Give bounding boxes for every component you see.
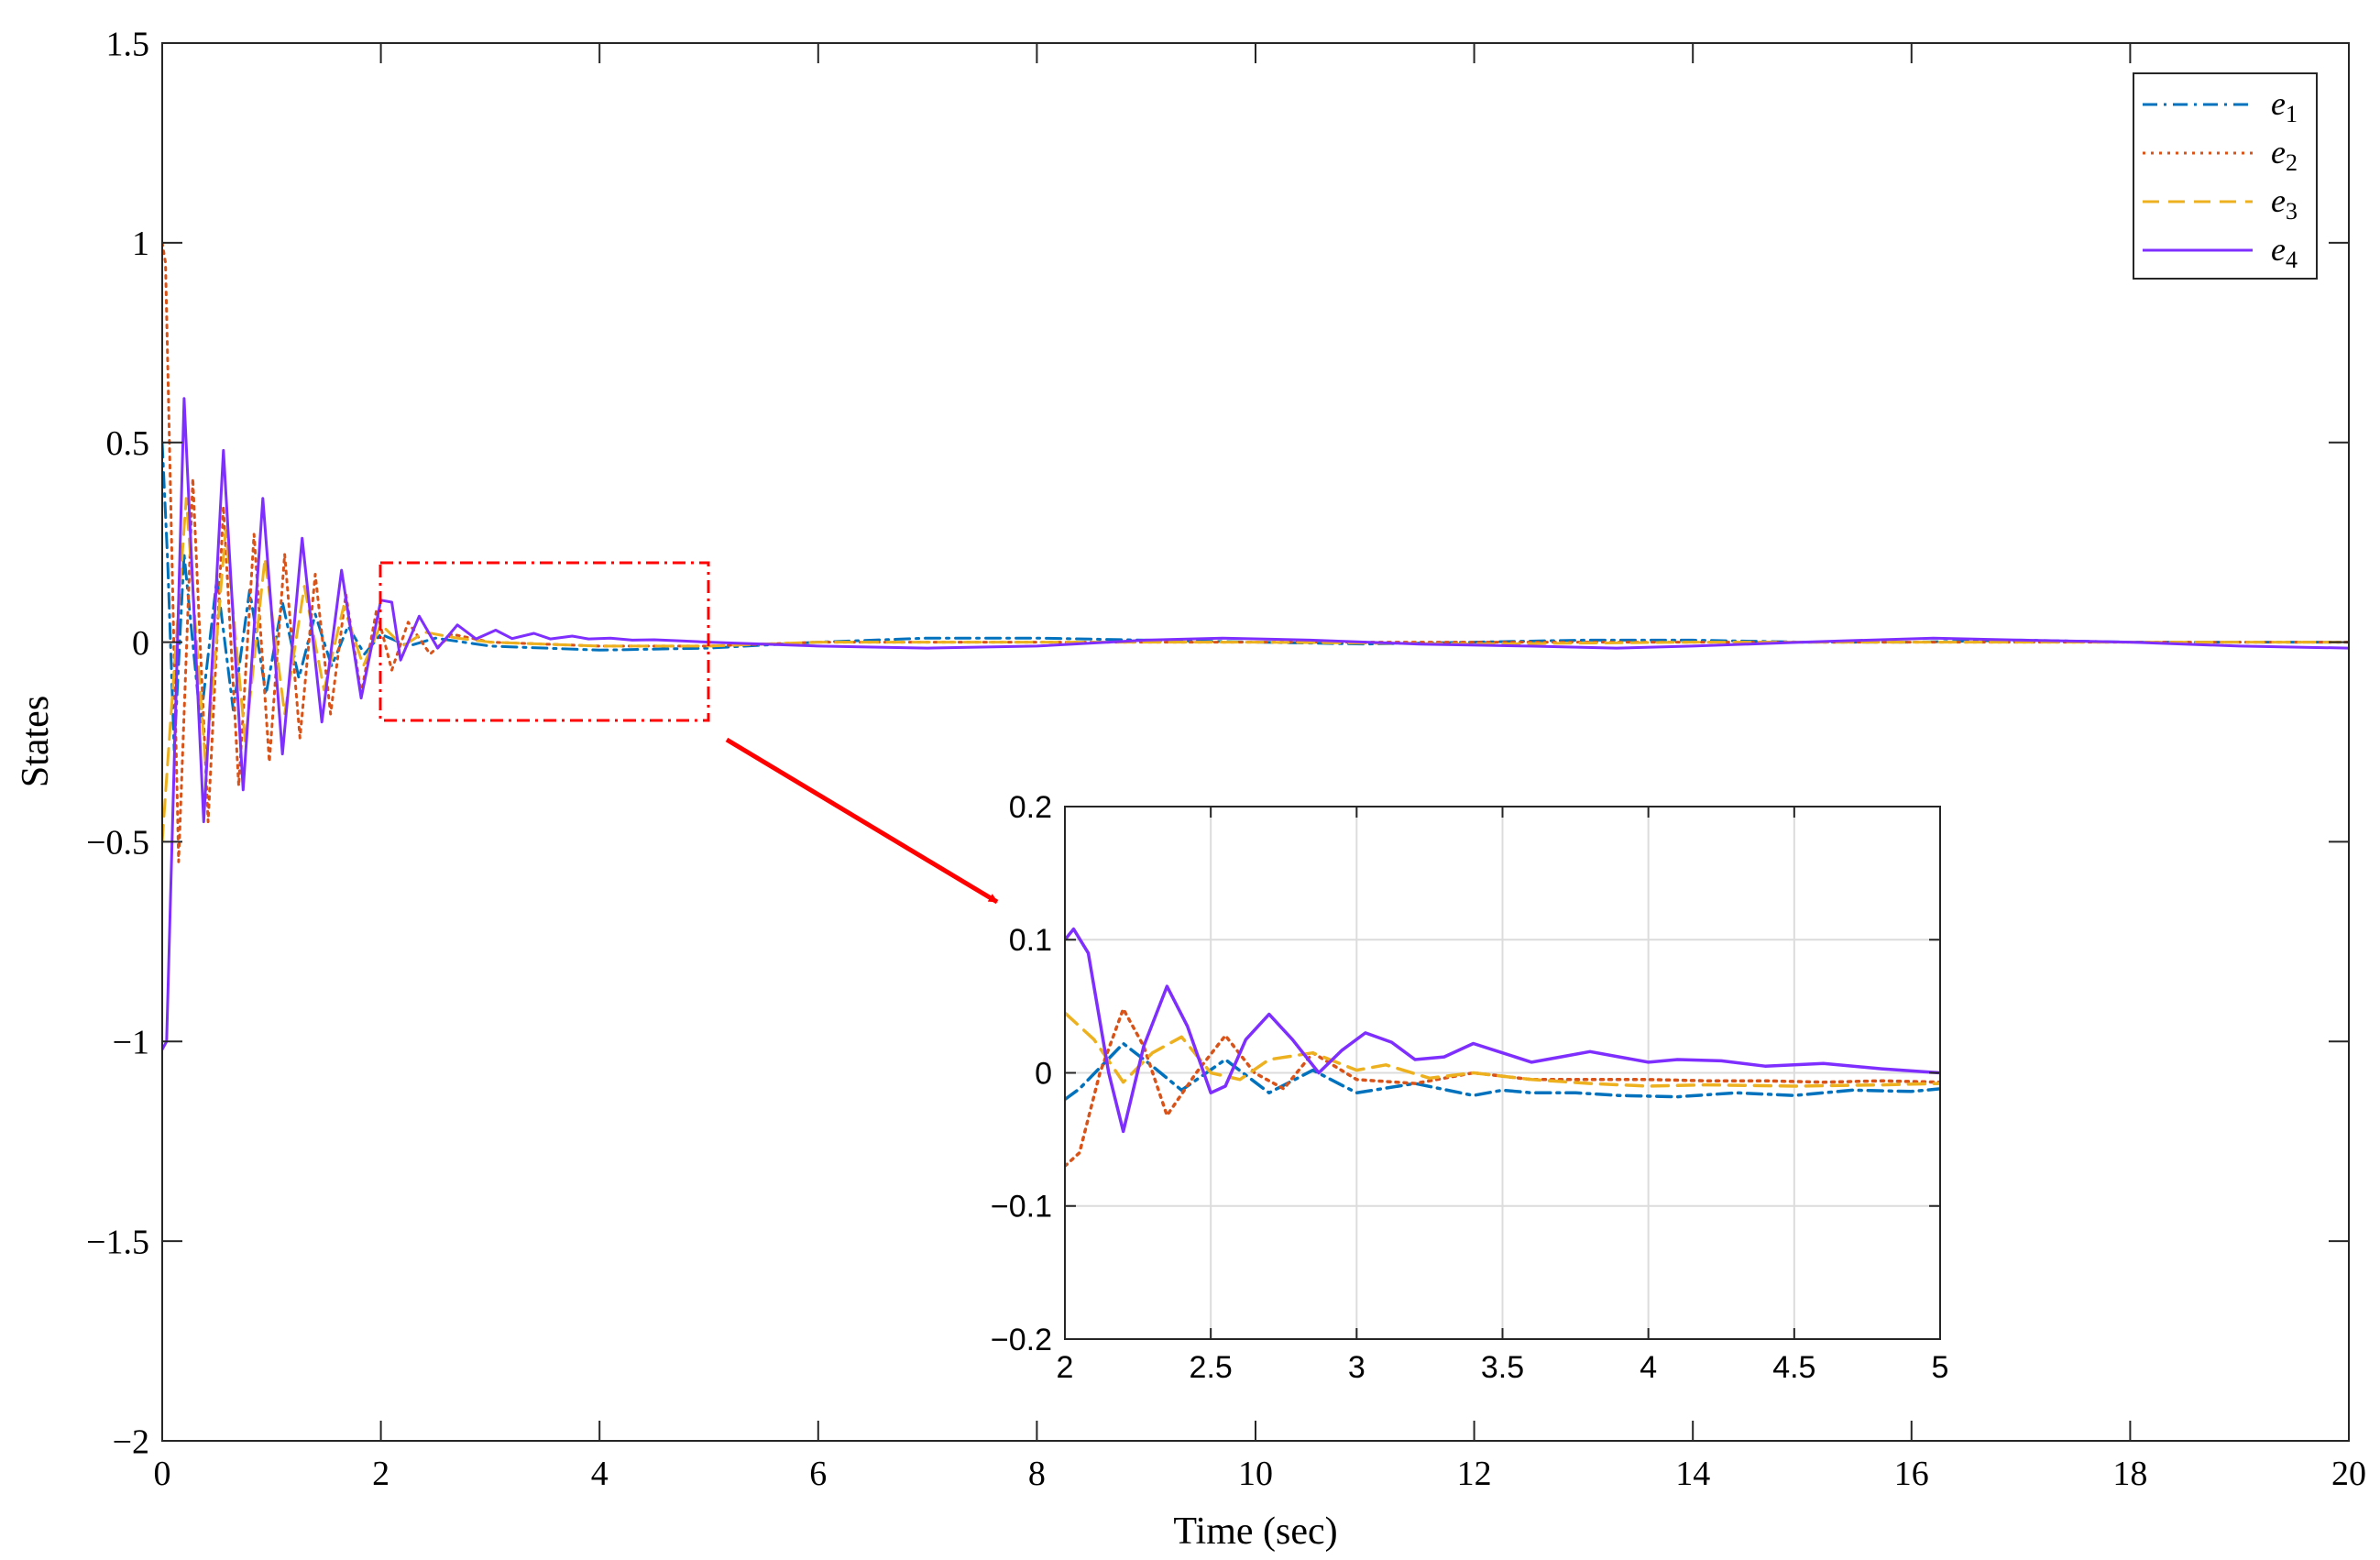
x-tick-label: 6	[809, 1455, 827, 1493]
x-tick-label: 2	[372, 1455, 389, 1493]
legend-label-e3: e3	[2271, 182, 2298, 225]
legend-label-e1: e1	[2271, 85, 2298, 127]
main-plot-lines	[162, 241, 2349, 1051]
y-tick-label: −2	[113, 1423, 149, 1461]
x-axis-label: Time (sec)	[1173, 1511, 1337, 1553]
x-tick-label: 16	[1894, 1455, 1929, 1493]
inset-series-e2	[1065, 1007, 1940, 1168]
x-tick-label: 4.5	[1772, 1350, 1815, 1385]
x-tick-label: 2	[1057, 1350, 1074, 1385]
x-tick-label: 18	[2112, 1455, 2147, 1493]
inset-series-e4	[1065, 927, 1940, 1134]
x-tick-label: 3	[1348, 1350, 1365, 1385]
main-series-e1	[162, 441, 2349, 752]
x-tick-label: 14	[1675, 1455, 1710, 1493]
y-tick-label: −1.5	[86, 1223, 149, 1261]
y-axis-label: States	[15, 696, 57, 787]
x-tick-label: 10	[1238, 1455, 1273, 1493]
y-tick-label: −1	[113, 1024, 149, 1062]
y-tick-label: 0.5	[106, 424, 150, 463]
x-tick-label: 4	[1640, 1350, 1657, 1385]
y-tick-label: −0.5	[86, 824, 149, 862]
zoom-arrow	[725, 737, 999, 905]
x-tick-label: 0	[154, 1455, 171, 1493]
main-ticks: 0 2 4 6 8 10 12 14 16 18 201.510.50−0.5−1−1.5−2	[86, 25, 2366, 1493]
x-tick-label: 20	[2331, 1455, 2366, 1493]
inset-series-e3	[1065, 1011, 1940, 1088]
legend-label-e2: e2	[2271, 134, 2298, 176]
main-series-e4	[162, 397, 2349, 1051]
y-tick-label: 1	[132, 225, 149, 263]
y-tick-label: −0.1	[991, 1190, 1052, 1225]
y-tick-label: 0	[1035, 1056, 1052, 1091]
y-tick-label: −0.2	[991, 1323, 1052, 1357]
inset-plot-lines	[1065, 927, 1940, 1168]
x-tick-label: 12	[1457, 1455, 1492, 1493]
x-tick-label: 3.5	[1481, 1350, 1524, 1385]
legend: e1 e2 e3 e4	[2133, 72, 2318, 280]
zoom-region-box	[378, 561, 710, 722]
inset-series-e1	[1065, 1041, 1940, 1102]
y-tick-label: 0	[132, 624, 149, 663]
y-tick-label: 0.1	[1009, 923, 1052, 958]
inset-axes: 2 2.5 3 3.5 4 4.5 5 0.2 0.1 0 −0.1 −0.2	[991, 790, 1949, 1385]
inset-ticks: 2 2.5 3 3.5 4 4.5 5 0.2 0.1 0 −0.1 −0.2	[991, 790, 1949, 1385]
x-tick-label: 5	[1932, 1350, 1949, 1385]
legend-label-e4: e4	[2271, 231, 2298, 273]
y-tick-label: 0.2	[1009, 790, 1052, 825]
x-tick-label: 2.5	[1190, 1350, 1233, 1385]
x-tick-label: 4	[591, 1455, 609, 1493]
y-tick-label: 1.5	[106, 25, 150, 63]
x-tick-label: 8	[1028, 1455, 1046, 1493]
legend-box	[2133, 72, 2318, 280]
